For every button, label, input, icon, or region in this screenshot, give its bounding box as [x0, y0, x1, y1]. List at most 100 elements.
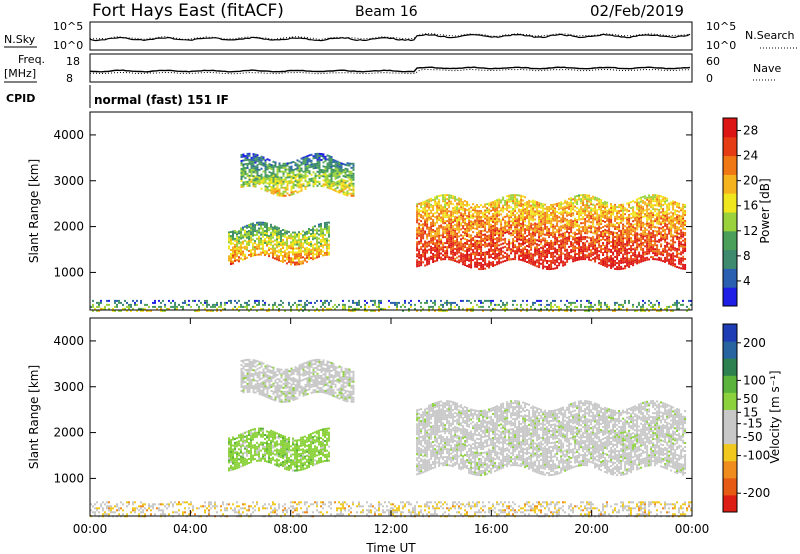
echo-cell	[488, 218, 491, 221]
echo-cell	[652, 216, 655, 219]
echo-cell	[658, 230, 661, 233]
echo-cell	[520, 244, 523, 247]
echo-cell	[268, 309, 270, 312]
echo-cell	[626, 260, 629, 263]
echo-cell	[272, 303, 274, 306]
echo-cell	[656, 244, 659, 247]
echo-cell	[232, 256, 234, 259]
echo-cell	[648, 250, 651, 253]
echo-cell	[520, 250, 523, 253]
echo-cell	[498, 262, 501, 265]
echo-cell	[476, 219, 479, 222]
echo-cell	[450, 226, 453, 229]
echo-cell	[650, 226, 653, 229]
echo-cell	[650, 234, 653, 237]
echo-cell	[616, 206, 619, 209]
echo-cell	[486, 265, 489, 268]
echo-cell	[478, 218, 481, 221]
echo-cell	[240, 305, 242, 308]
echo-cell	[296, 179, 299, 182]
echo-cell	[542, 207, 545, 210]
echo-cell	[612, 223, 615, 226]
echo-cell	[204, 299, 206, 302]
echo-cell	[118, 309, 120, 312]
echo-cell	[514, 204, 517, 207]
echo-cell	[276, 184, 279, 187]
echo-cell	[288, 260, 290, 263]
echo-cell	[652, 252, 655, 255]
echo-cell	[448, 226, 451, 229]
echo-cell	[298, 231, 300, 234]
echo-cell	[590, 229, 593, 232]
echo-cell	[590, 255, 593, 258]
echo-cell	[212, 303, 214, 306]
echo-cell	[318, 251, 320, 254]
echo-cell	[632, 254, 635, 257]
echo-cell	[502, 232, 505, 235]
echo-cell	[654, 230, 657, 233]
echo-cell	[416, 243, 419, 246]
echo-cell	[630, 233, 633, 236]
echo-cell	[664, 260, 667, 263]
echo-cell	[298, 263, 300, 266]
echo-cell	[292, 181, 295, 183]
echo-cell	[276, 244, 278, 247]
echo-cell	[454, 199, 457, 202]
echo-cell	[614, 255, 617, 258]
echo-cell	[646, 238, 649, 241]
echo-cell	[556, 250, 559, 253]
echo-cell	[474, 205, 477, 208]
echo-cell	[480, 254, 483, 257]
echo-cell	[314, 173, 317, 175]
echo-cell	[124, 307, 126, 310]
echo-cell	[226, 301, 228, 304]
echo-cell	[496, 257, 499, 260]
echo-cell	[268, 249, 270, 252]
echo-cell	[546, 254, 549, 256]
echo-cell	[670, 229, 673, 232]
echo-cell	[470, 234, 473, 237]
echo-cell	[480, 264, 483, 267]
echo-cell	[538, 230, 541, 233]
echo-cell	[272, 250, 274, 253]
echo-cell	[644, 259, 647, 262]
echo-cell	[526, 239, 529, 241]
echo-cell	[660, 243, 663, 246]
echo-cell	[532, 253, 535, 256]
echo-cell	[422, 231, 425, 234]
echo-cell	[476, 231, 479, 234]
echo-cell	[304, 171, 307, 174]
echo-cell	[300, 175, 303, 178]
echo-cell	[568, 225, 571, 228]
echo-cell	[684, 212, 687, 214]
echo-cell	[262, 178, 265, 181]
echo-cell	[244, 163, 247, 166]
echo-cell	[312, 177, 315, 180]
echo-cell	[332, 172, 335, 175]
echo-cell	[252, 179, 255, 182]
echo-cell	[578, 240, 581, 243]
echo-cell	[328, 183, 331, 186]
echo-cell	[564, 243, 567, 246]
echo-cell	[326, 253, 328, 256]
echo-cell	[324, 224, 326, 226]
echo-cell	[266, 252, 268, 255]
echo-cell	[418, 248, 421, 251]
echo-cell	[240, 245, 242, 248]
echo-cell	[550, 214, 553, 216]
echo-cell	[652, 246, 655, 249]
echo-cell	[424, 208, 427, 211]
echo-cell	[416, 235, 419, 238]
echo-cell	[478, 212, 481, 215]
echo-cell	[442, 246, 445, 249]
echo-cell	[522, 217, 525, 220]
echo-cell	[678, 210, 681, 213]
echo-cell	[626, 254, 629, 257]
echo-cell	[466, 257, 469, 259]
echo-cell	[628, 233, 631, 236]
cpid-label: CPID	[6, 92, 35, 105]
echo-cell	[302, 244, 304, 247]
echo-cell	[252, 244, 254, 247]
echo-cell	[262, 251, 264, 254]
echo-cell	[424, 240, 427, 243]
